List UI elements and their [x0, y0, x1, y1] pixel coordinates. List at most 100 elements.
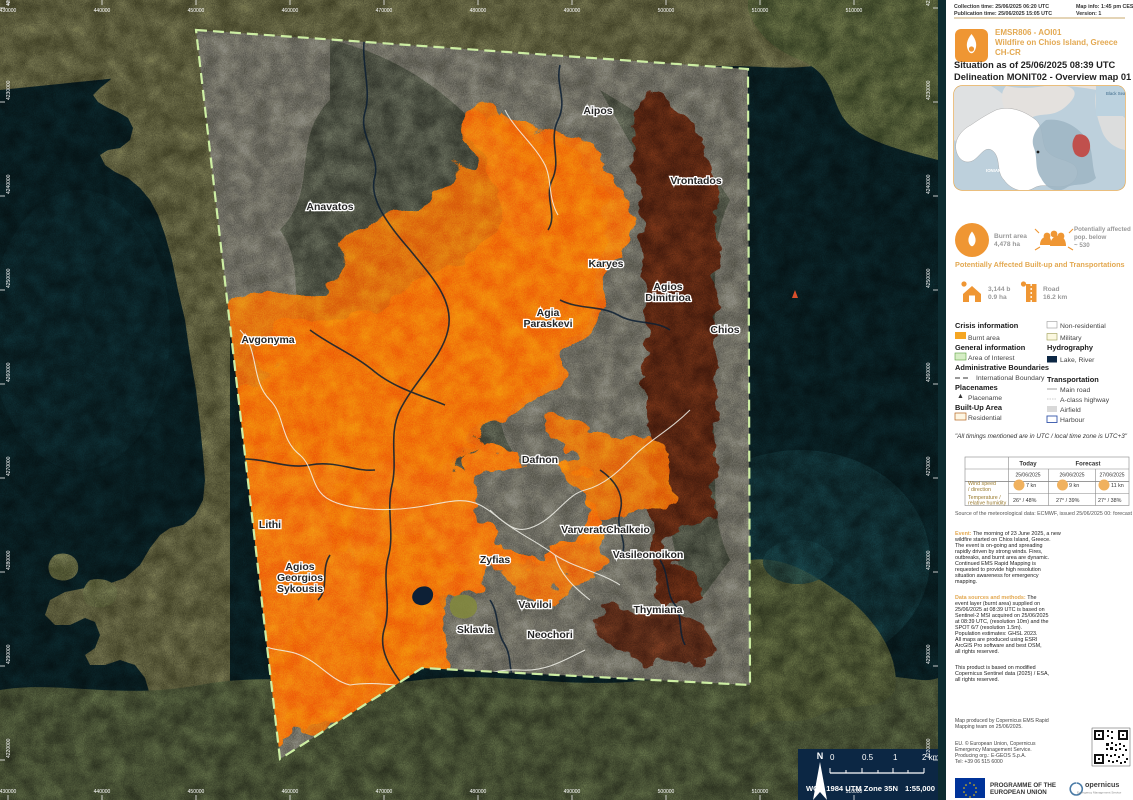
svg-text:Thymiana: Thymiana — [633, 604, 682, 616]
svg-text:all rights reserved.: all rights reserved. — [955, 677, 999, 683]
svg-text:0.9 ha: 0.9 ha — [988, 294, 1007, 301]
svg-text:Sklavia: Sklavia — [457, 624, 493, 636]
svg-text:26° / 48%: 26° / 48% — [1013, 498, 1037, 504]
svg-text:Sykousis: Sykousis — [277, 583, 323, 595]
svg-text:4230000: 4230000 — [6, 80, 12, 100]
svg-text:Placenames: Placenames — [955, 383, 998, 392]
svg-text:Non-residential: Non-residential — [1060, 323, 1106, 330]
svg-text:Anavatos: Anavatos — [306, 201, 353, 213]
svg-text:▲: ▲ — [957, 393, 964, 400]
svg-text:Source of the meteorological d: Source of the meteorological data: ECMWF… — [955, 511, 1133, 517]
svg-text:0: 0 — [830, 753, 835, 762]
svg-text:Residential: Residential — [968, 415, 1002, 422]
svg-text:0.5: 0.5 — [862, 753, 874, 762]
svg-text:EUROPEAN UNION: EUROPEAN UNION — [990, 789, 1047, 796]
svg-text:/ direction: / direction — [968, 487, 991, 493]
svg-text:440000: 440000 — [94, 8, 111, 14]
svg-text:Forecast: Forecast — [1075, 462, 1100, 468]
svg-text:Vaviloi: Vaviloi — [518, 599, 551, 611]
svg-text:510000: 510000 — [752, 8, 769, 14]
svg-text:430000: 430000 — [0, 8, 17, 14]
svg-text:~ 530: ~ 530 — [1074, 242, 1090, 249]
svg-text:25/06/2025: 25/06/2025 — [1015, 473, 1040, 479]
svg-text:440000: 440000 — [94, 789, 111, 795]
svg-text:4220000: 4220000 — [6, 0, 12, 6]
svg-text:Mediterranean Sea: Mediterranean Sea — [1046, 211, 1081, 216]
svg-text:Harbour: Harbour — [1060, 417, 1085, 424]
svg-text:16.2 km: 16.2 km — [1043, 294, 1067, 301]
svg-text:Military: Military — [1060, 335, 1082, 342]
svg-text:Vrontados: Vrontados — [670, 175, 722, 187]
svg-text:A-class highway: A-class highway — [1060, 397, 1110, 404]
svg-text:510000: 510000 — [846, 789, 863, 795]
svg-text:Situation as of 25/06/2025 08:: Situation as of 25/06/2025 08:39 UTC — [954, 60, 1115, 70]
svg-text:IONIAN SEA: IONIAN SEA — [986, 168, 1011, 173]
svg-text:Main road: Main road — [1060, 387, 1090, 394]
svg-text:4260000: 4260000 — [6, 362, 12, 382]
svg-text:Mapping team on 25/06/2025.: Mapping team on 25/06/2025. — [955, 724, 1023, 730]
svg-text:Hydrography: Hydrography — [1047, 343, 1094, 352]
svg-text:Lake, River: Lake, River — [1060, 357, 1095, 364]
svg-text:PROGRAMME OF THE: PROGRAMME OF THE — [990, 782, 1056, 789]
svg-text:"All timings mentioned are in: "All timings mentioned are in UTC / loca… — [955, 433, 1128, 440]
svg-text:Placename: Placename — [968, 395, 1002, 402]
svg-text:N: N — [817, 751, 824, 761]
svg-text:490000: 490000 — [564, 8, 581, 14]
svg-text:4270000: 4270000 — [6, 456, 12, 476]
svg-text:Dafnon: Dafnon — [522, 454, 558, 466]
svg-text:Version: 1: Version: 1 — [1076, 11, 1101, 17]
svg-text:relative humidity: relative humidity — [968, 501, 1007, 507]
svg-text:Potentially Affected Built-up: Potentially Affected Built-up and Transp… — [955, 260, 1125, 269]
svg-text:Black Sea: Black Sea — [1106, 91, 1126, 96]
svg-text:Road: Road — [1043, 286, 1059, 293]
svg-text:Tel: +39 06 515 6000: Tel: +39 06 515 6000 — [955, 759, 1003, 765]
svg-text:500000: 500000 — [658, 789, 675, 795]
svg-text:all rights reserved.: all rights reserved. — [955, 649, 999, 655]
svg-text:Administrative Boundaries: Administrative Boundaries — [955, 363, 1049, 372]
svg-text:4250000: 4250000 — [6, 268, 12, 288]
svg-text:Potentially affected: Potentially affected — [1074, 226, 1131, 233]
svg-text:Map info: 1:45 pm CEST: Map info: 1:45 pm CEST — [1076, 4, 1133, 10]
svg-text:4240000: 4240000 — [926, 174, 932, 194]
svg-text:4260000: 4260000 — [926, 362, 932, 382]
svg-text:4290000: 4290000 — [926, 644, 932, 664]
svg-text:opernicus: opernicus — [1085, 780, 1119, 789]
svg-text:4240000: 4240000 — [6, 174, 12, 194]
svg-text:Chios: Chios — [710, 324, 739, 336]
svg-text:Paraskevi: Paraskevi — [523, 318, 572, 330]
svg-text:450000: 450000 — [188, 789, 205, 795]
svg-text:Built-Up Area: Built-Up Area — [955, 403, 1003, 412]
svg-text:4220000: 4220000 — [926, 738, 932, 758]
svg-text:Collection time: 25/06/2025 06: Collection time: 25/06/2025 06:20 UTC — [954, 4, 1049, 10]
svg-text:26/06/2025: 26/06/2025 — [1059, 473, 1084, 479]
svg-text:27/06/2025: 27/06/2025 — [1099, 473, 1124, 479]
svg-text:Karyes: Karyes — [588, 258, 623, 270]
svg-text:Burnt area: Burnt area — [968, 335, 1000, 342]
svg-text:Neochori: Neochori — [527, 629, 573, 641]
svg-text:7 kn: 7 kn — [1026, 483, 1036, 489]
svg-text:4220000: 4220000 — [926, 0, 932, 6]
svg-text:General information: General information — [955, 343, 1026, 352]
svg-text:Today: Today — [1019, 462, 1037, 468]
svg-text:Zyfias: Zyfias — [480, 554, 511, 566]
svg-text:Delineation MONIT02 - Overview: Delineation MONIT02 - Overview map 01 — [954, 72, 1131, 82]
svg-text:Burnt area: Burnt area — [994, 233, 1027, 240]
svg-text:CH-CR: CH-CR — [995, 48, 1021, 57]
svg-text:International Boundary: International Boundary — [976, 375, 1045, 382]
svg-text:4,478 ha: 4,478 ha — [994, 241, 1020, 248]
svg-text:mapping.: mapping. — [955, 579, 977, 585]
svg-text:Transportation: Transportation — [1047, 375, 1099, 384]
svg-text:460000: 460000 — [282, 8, 299, 14]
svg-text:Dimitrioa: Dimitrioa — [645, 292, 691, 304]
svg-text:9 kn: 9 kn — [1069, 483, 1079, 489]
svg-text:1:55,000: 1:55,000 — [905, 784, 935, 793]
svg-text:EMSR806 - AOI01: EMSR806 - AOI01 — [995, 28, 1062, 37]
svg-text:11 kn: 11 kn — [1111, 483, 1124, 489]
svg-text:480000: 480000 — [470, 8, 487, 14]
svg-text:Crisis information: Crisis information — [955, 321, 1019, 330]
svg-text:Avgonyma: Avgonyma — [241, 334, 294, 346]
svg-text:510000: 510000 — [846, 8, 863, 14]
svg-text:27° / 38%: 27° / 38% — [1098, 498, 1122, 504]
svg-text:500000: 500000 — [658, 8, 675, 14]
svg-text:4270000: 4270000 — [926, 456, 932, 476]
